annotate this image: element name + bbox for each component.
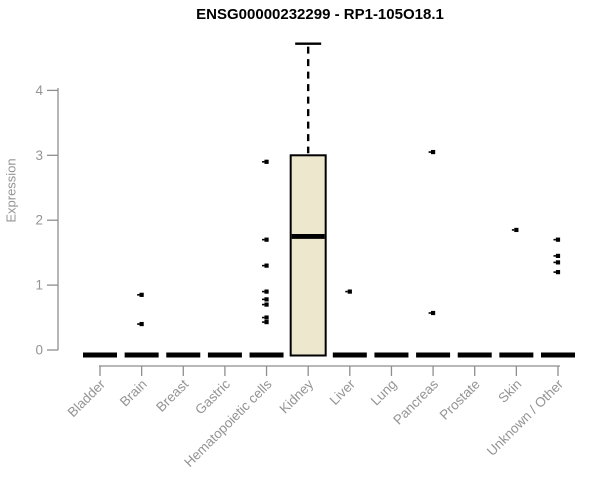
- x-tick-label: Bladder: [65, 376, 109, 420]
- zero-box: [499, 352, 534, 358]
- outlier-point-nub: [262, 264, 265, 267]
- x-tick-label: Breast: [153, 376, 191, 414]
- outlier-point: [555, 260, 561, 265]
- outlier-point: [555, 270, 561, 275]
- x-tick-label: Liver: [327, 376, 359, 408]
- y-tick-label: 2: [35, 213, 43, 228]
- outlier-point-nub: [428, 312, 431, 314]
- zero-box: [457, 352, 492, 358]
- outlier-point: [264, 315, 269, 320]
- outlier-point-nub: [137, 323, 140, 325]
- outlier-point: [264, 297, 269, 302]
- zero-box: [540, 352, 575, 358]
- y-tick-label: 0: [35, 343, 43, 358]
- x-tick-label: Gastric: [192, 376, 233, 417]
- outlier-point-nub: [262, 321, 265, 323]
- outlier-point: [555, 237, 561, 242]
- outlier-point-nub: [553, 261, 556, 264]
- outlier-point: [264, 302, 269, 307]
- outlier-point-nub: [262, 290, 265, 293]
- zero-box: [124, 352, 159, 358]
- outlier-point: [347, 289, 352, 294]
- x-tick-label: Skin: [495, 377, 524, 406]
- box: [289, 154, 327, 357]
- outlier-point-nub: [553, 271, 556, 273]
- zero-box: [166, 352, 201, 358]
- zero-box: [416, 352, 451, 358]
- zero-box: [374, 352, 409, 358]
- outlier-point-nub: [428, 151, 431, 153]
- x-tick-label: Brain: [117, 377, 150, 410]
- outlier-point: [139, 292, 144, 297]
- zero-box: [207, 352, 242, 358]
- zero-box: [249, 352, 284, 358]
- y-axis-label: Expression: [3, 158, 19, 223]
- outlier-point: [430, 149, 436, 155]
- outlier-point: [514, 227, 519, 233]
- outlier-point: [264, 237, 269, 242]
- outlier-point: [264, 319, 269, 325]
- outlier-point: [264, 289, 269, 294]
- outlier-point: [555, 253, 561, 258]
- outlier-point-nub: [262, 160, 265, 163]
- x-tick-label: Lung: [368, 377, 400, 409]
- outlier-point-nub: [345, 290, 348, 293]
- y-tick-label: 4: [35, 83, 43, 98]
- outlier-point-nub: [262, 303, 265, 306]
- chart-title: ENSG00000232299 - RP1-105O18.1: [196, 6, 444, 23]
- outlier-point-nub: [262, 238, 265, 241]
- outlier-point: [139, 321, 144, 327]
- outlier-point: [264, 263, 269, 268]
- zero-box: [83, 352, 117, 358]
- x-tick-label: Unknown / Other: [484, 376, 567, 459]
- zero-box: [332, 352, 367, 358]
- outlier-point-nub: [137, 294, 140, 296]
- x-tick-label: Kidney: [277, 376, 317, 416]
- x-tick-label: Pancreas: [390, 376, 441, 427]
- y-tick-label: 1: [35, 278, 43, 293]
- outlier-point: [430, 310, 436, 316]
- outlier-point-nub: [511, 229, 515, 231]
- outlier-point: [264, 159, 269, 164]
- x-tick-label: Prostate: [437, 377, 483, 423]
- y-tick-label: 3: [35, 148, 43, 163]
- outlier-point-nub: [262, 316, 265, 319]
- outlier-point-nub: [262, 298, 265, 301]
- outlier-point-nub: [553, 238, 556, 241]
- outlier-point-nub: [553, 255, 556, 257]
